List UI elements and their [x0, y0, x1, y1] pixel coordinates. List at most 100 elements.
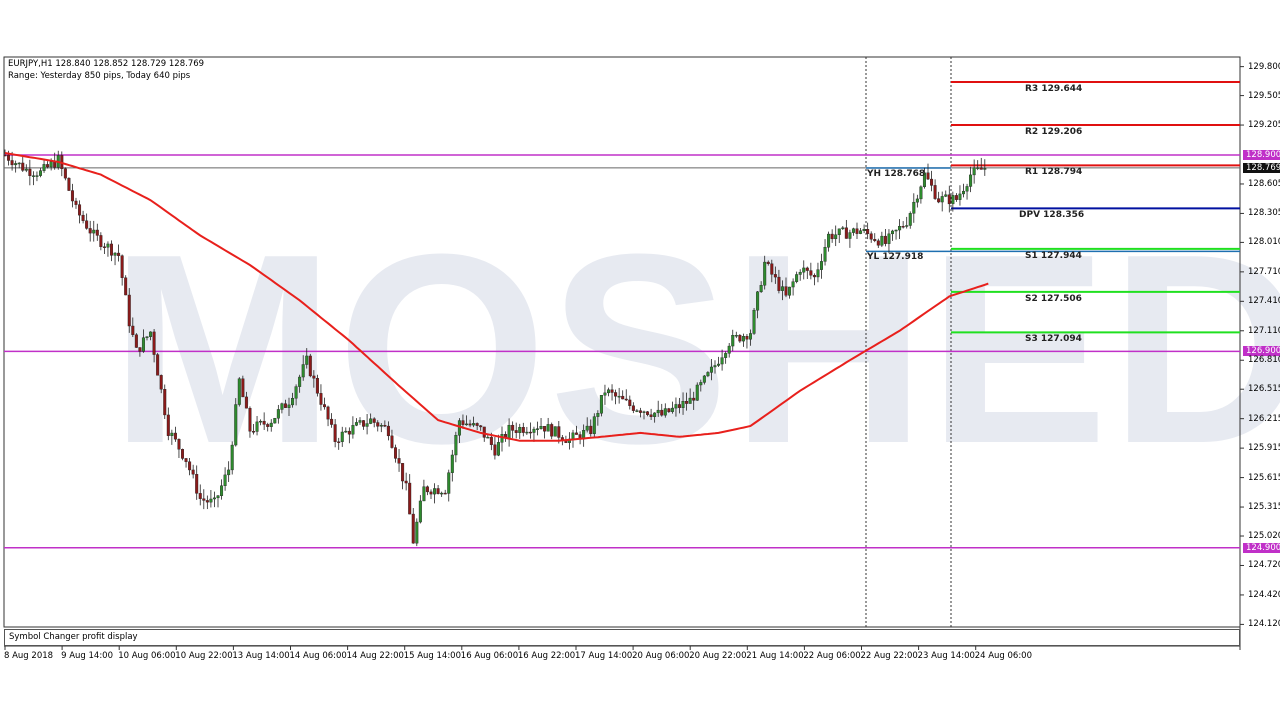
x-tick-label: 23 Aug 14:00 — [917, 651, 975, 661]
candle-bear — [429, 491, 433, 495]
candle-bear — [479, 425, 483, 428]
candle-bear — [386, 425, 390, 437]
candle-bull — [965, 186, 969, 192]
candle-bear — [805, 267, 809, 271]
candle-bear — [660, 409, 664, 416]
candle-bull — [294, 386, 298, 399]
candle-bear — [930, 178, 934, 186]
candle-bear — [475, 423, 479, 426]
x-tick-label: 15 Aug 14:00 — [403, 651, 462, 661]
candle-bull — [14, 163, 18, 166]
candle-bull — [539, 426, 543, 429]
current-price-tag: 128.769 — [1243, 162, 1280, 173]
candle-bear — [692, 397, 696, 401]
candle-bear — [610, 389, 614, 393]
candle-bull — [983, 168, 987, 170]
candle-bear — [95, 229, 99, 236]
candle-bull — [962, 190, 966, 195]
candle-bear — [404, 480, 408, 484]
level-price-tag: 124.900 — [1243, 542, 1280, 553]
candle-bull — [972, 167, 976, 176]
candle-bear — [70, 190, 74, 202]
candle-bull — [731, 335, 735, 347]
candle-bull — [599, 394, 603, 414]
candle-bear — [159, 375, 163, 390]
symbol-ohlc: EURJPY,H1 128.840 128.852 128.729 128.76… — [8, 59, 205, 69]
candle-bear — [312, 375, 316, 379]
candle-bear — [7, 154, 11, 161]
candle-bull — [42, 164, 46, 171]
candle-bear — [152, 331, 156, 355]
candle-bull — [298, 376, 302, 387]
pivot-label-r3: R3 129.644 — [1025, 83, 1083, 94]
x-tick-label: 9 Aug 14:00 — [61, 651, 113, 661]
candle-bear — [685, 401, 689, 404]
candle-bull — [24, 168, 28, 171]
candle-bull — [951, 195, 955, 205]
candle-bear — [21, 162, 25, 171]
candle-bull — [17, 162, 21, 165]
candle-bull — [351, 425, 355, 435]
candle-bear — [330, 418, 334, 425]
candle-bull — [518, 427, 522, 433]
candle-bear — [131, 325, 135, 335]
candle-bear — [180, 449, 184, 459]
candle-bull — [255, 421, 259, 432]
watermark: MOSHED — [110, 199, 1280, 500]
candle-bear — [202, 498, 206, 501]
candle-bull — [287, 404, 291, 408]
candle-bull — [674, 404, 678, 409]
candle-bull — [709, 366, 713, 373]
candle-bull — [113, 252, 117, 256]
candle-bull — [230, 444, 234, 471]
candle-bull — [656, 409, 660, 414]
candle-bull — [720, 357, 724, 365]
candle-bear — [198, 493, 202, 499]
candle-bear — [376, 422, 380, 427]
candle-bear — [262, 420, 266, 425]
candle-bear — [667, 408, 671, 412]
x-tick-label: 14 Aug 22:00 — [346, 651, 404, 661]
candle-bear — [248, 407, 252, 432]
candle-bear — [937, 198, 941, 203]
candle-bull — [898, 226, 902, 231]
candle-bull — [695, 384, 699, 401]
candle-bull — [585, 425, 589, 431]
candle-bear — [770, 263, 774, 275]
pivot-label-dpv: DPV 128.356 — [1019, 210, 1085, 221]
candle-bull — [465, 423, 469, 426]
y-tick-label: 128.305 — [1248, 208, 1280, 219]
candle-bear — [383, 425, 387, 427]
candle-bear — [283, 403, 287, 408]
candle-bull — [848, 232, 852, 239]
candle-bull — [433, 488, 437, 495]
candle-bear — [28, 168, 32, 176]
candle-bull — [670, 407, 674, 412]
candle-bull — [344, 430, 348, 433]
candle-bear — [876, 240, 880, 246]
candle-bull — [212, 497, 216, 500]
candle-bull — [220, 485, 224, 496]
candle-bear — [188, 461, 192, 471]
y-tick-label: 126.215 — [1248, 413, 1280, 424]
candle-bear — [489, 436, 493, 445]
candle-bear — [482, 426, 486, 438]
candle-bull — [571, 432, 575, 440]
candle-bull — [457, 420, 461, 436]
candle-bull — [713, 365, 717, 368]
range-info: Range: Yesterday 850 pips, Today 640 pip… — [8, 71, 191, 81]
candle-bear — [333, 424, 337, 442]
candle-bear — [244, 396, 248, 409]
candle-bull — [145, 336, 149, 338]
candle-bull — [940, 196, 944, 203]
candle-bull — [969, 174, 973, 187]
candle-bear — [127, 294, 131, 327]
candle-bear — [631, 405, 635, 411]
candle-bull — [802, 267, 806, 273]
candle-bull — [642, 411, 646, 413]
candle-bear — [401, 463, 405, 482]
candle-bull — [702, 375, 706, 383]
candle-bear — [933, 185, 937, 199]
x-tick-label: 24 Aug 06:00 — [974, 651, 1033, 661]
